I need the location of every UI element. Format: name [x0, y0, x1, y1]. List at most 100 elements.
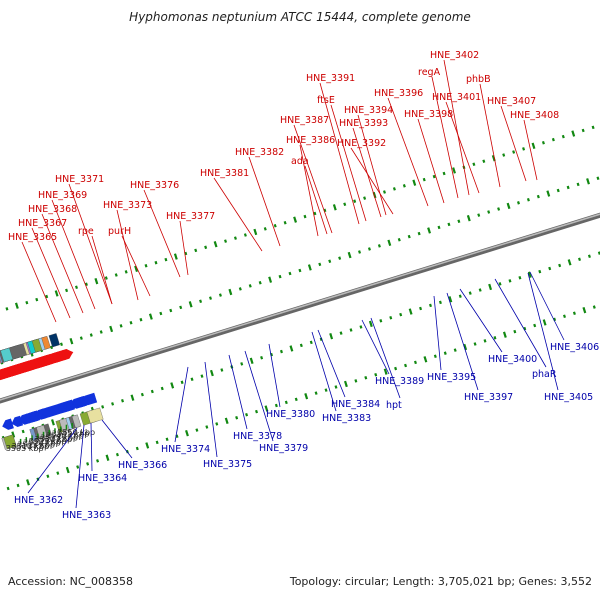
forward-gene-label: regA: [418, 67, 441, 78]
forward-label-leader: [387, 97, 429, 207]
track-tick: [94, 277, 99, 285]
scale-tick-label: 3510 kbp: [12, 442, 50, 451]
forward-gene-label: HNE_3369: [38, 190, 87, 201]
track-tick: [377, 244, 381, 248]
forward-label-leader: [143, 189, 181, 278]
track-tick: [289, 345, 294, 352]
track-tick: [389, 315, 393, 320]
track-tick: [506, 202, 511, 210]
forward-label-leader: [213, 177, 263, 252]
track-tick: [443, 351, 447, 355]
reverse-label-leader: [459, 288, 503, 353]
track-tick: [382, 190, 386, 194]
track-tick: [218, 293, 222, 297]
track-tick: [457, 219, 461, 224]
forward-gene-label: HNE_3391: [306, 73, 355, 84]
scale-tick-mark: [37, 433, 39, 439]
track-tick: [432, 174, 436, 179]
protein-domain-block: [36, 424, 48, 440]
scale-tick-label: 3535 kbp: [40, 433, 78, 442]
forward-gene-label: HNE_3401: [432, 92, 481, 103]
track-tick: [154, 260, 158, 265]
track-tick: [423, 356, 428, 363]
forward-gene-label: HNE_3377: [166, 211, 215, 222]
track-tick: [392, 187, 396, 191]
scale-tick-mark: [25, 437, 28, 443]
track-tick: [502, 153, 506, 157]
forward-label-leader: [445, 101, 480, 194]
accession-text: Accession: NC_008358: [8, 575, 134, 588]
track-tick: [339, 331, 343, 335]
track-tick: [293, 216, 298, 223]
track-tick: [367, 247, 371, 251]
track-tick: [468, 291, 472, 295]
track-tick: [209, 296, 212, 300]
forward-gene-label: HNE_3408: [510, 110, 559, 121]
track-tick: [65, 466, 70, 474]
track-tick: [561, 134, 565, 139]
reverse-label-leader: [101, 419, 133, 459]
track-tick: [209, 369, 214, 377]
track-tick: [487, 210, 491, 214]
track-tick: [452, 167, 456, 174]
reverse-label-leader: [90, 422, 93, 472]
track-tick: [155, 440, 159, 445]
track-tick: [119, 324, 123, 328]
track-tick: [86, 462, 90, 466]
forward-label-leader: [31, 227, 71, 319]
track-tick: [437, 225, 441, 230]
track-tick: [536, 194, 540, 199]
track-tick: [195, 428, 199, 432]
scale-tick-mark: [59, 426, 62, 432]
reverse-gene-label: HNE_3397: [464, 392, 513, 403]
reverse-gene-arrow: [4, 418, 14, 430]
track-tick: [433, 354, 437, 359]
reverse-label-leader: [311, 331, 337, 412]
track-tick: [387, 239, 392, 246]
protein-domain-block: [48, 333, 60, 348]
track-tick: [140, 392, 144, 397]
forward-gene-label: HNE_3368: [28, 204, 77, 215]
track-tick: [466, 215, 471, 222]
forward-gene-label: HNE_3376: [130, 180, 179, 191]
track-tick: [304, 393, 309, 400]
track-tick: [586, 178, 590, 185]
forward-gene-label: phbB: [466, 74, 491, 85]
forward-gene-label: HNE_3393: [339, 118, 388, 129]
track-tick: [258, 281, 262, 285]
track-tick: [180, 380, 184, 385]
track-tick: [164, 257, 168, 262]
track-tick: [368, 320, 373, 328]
track-tick: [99, 330, 103, 334]
track-tick: [353, 199, 357, 203]
forward-label-leader: [523, 119, 538, 181]
forward-gene-label: HNE_3386: [286, 135, 335, 146]
forward-gene-label: HNE_3367: [18, 218, 67, 229]
track-tick: [54, 290, 59, 297]
reverse-gene-label: HNE_3374: [161, 444, 210, 455]
track-tick: [144, 264, 148, 268]
reverse-gene-label: HNE_3366: [118, 460, 167, 471]
track-tick: [145, 442, 150, 449]
track-tick: [130, 394, 135, 401]
track-tick: [215, 422, 219, 426]
track-tick: [383, 368, 388, 375]
track-tick: [190, 377, 194, 381]
track-tick: [548, 266, 552, 271]
track-tick: [329, 332, 334, 340]
reverse-label-leader: [529, 271, 565, 341]
protein-domain-block: [3, 434, 17, 450]
track-tick: [448, 296, 453, 303]
track-tick: [419, 306, 423, 311]
track-tick: [213, 241, 218, 248]
track-tick: [596, 176, 600, 180]
track-tick: [169, 308, 173, 313]
track-tick: [542, 319, 547, 326]
track-tick: [279, 349, 283, 354]
track-tick: [374, 372, 378, 377]
track-tick: [114, 273, 118, 277]
track-tick: [347, 251, 352, 259]
genome-backbone-highlight: [0, 192, 600, 431]
